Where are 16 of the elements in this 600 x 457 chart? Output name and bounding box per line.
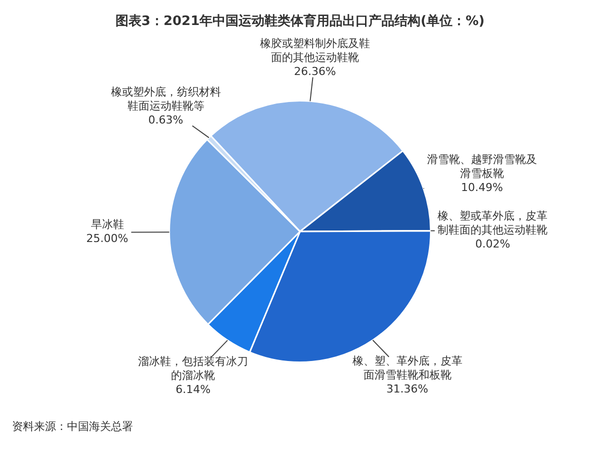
data-label: 0.02% — [475, 237, 510, 250]
text: 资料来源：中国海关总署 — [11, 419, 134, 434]
data-label: 6.14% — [176, 382, 211, 396]
slice-label: 橡、塑或革外底，皮革制鞋面的其他运动鞋靴 — [438, 209, 548, 236]
data-label: 10.49% — [461, 181, 503, 194]
data-label: 0.63% — [148, 114, 184, 127]
slice-label: 滑雪靴、越野滑雪靴及滑雪板靴 — [427, 153, 538, 180]
data-label: 25.00% — [86, 232, 128, 246]
slice-label: 橡、塑、革外底，皮革面滑雪鞋靴和板靴 — [352, 354, 462, 382]
slice-label: 橡或塑外底，纺织材料鞋面运动鞋靴等 — [110, 86, 221, 113]
data-label: 26.36% — [294, 65, 336, 78]
slice-label: 橡胶或塑料制外底及鞋面的其他运动鞋靴 — [260, 37, 370, 64]
chart-title: 图表3：2021年中国运动鞋类体育用品出口产品结构(单位：%) — [114, 12, 486, 31]
slice-label: 溜冰鞋，包括装有冰刀的溜冰靴 — [138, 354, 248, 382]
data-label: 31.36% — [386, 382, 428, 396]
slice-label: 旱冰鞋 — [90, 218, 124, 232]
